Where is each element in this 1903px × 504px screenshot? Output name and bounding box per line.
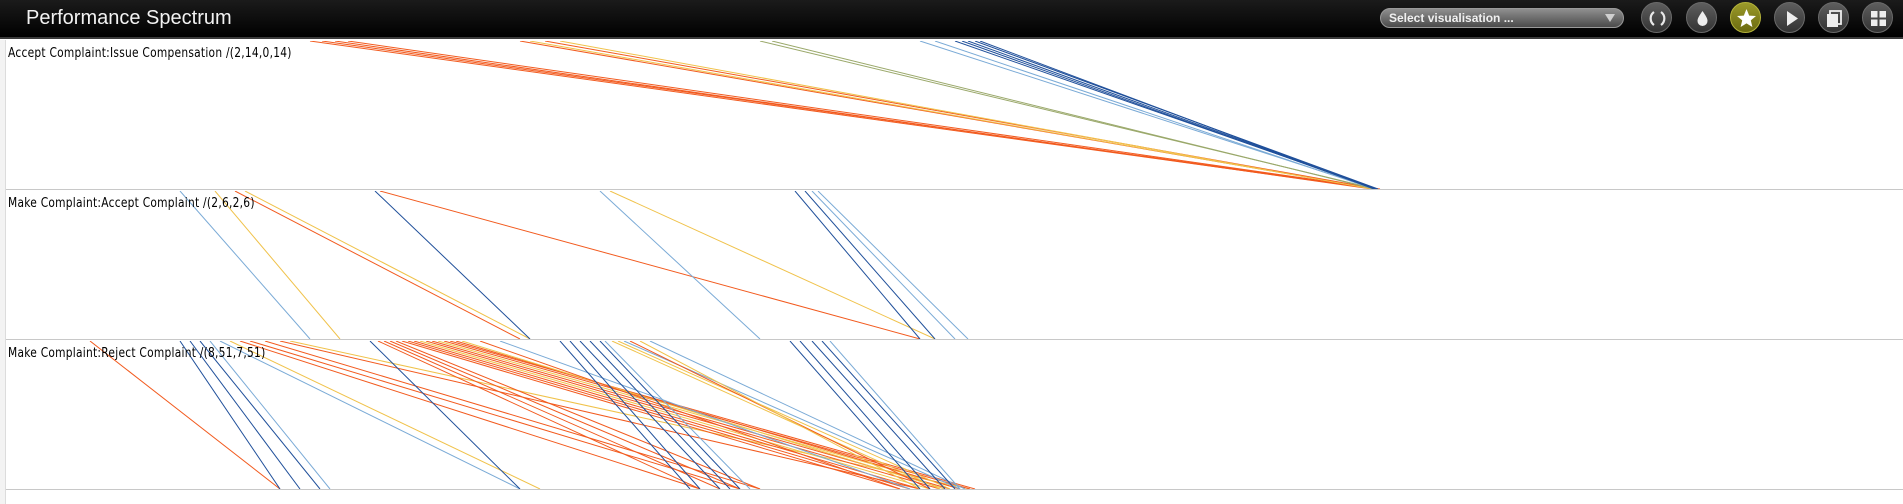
case-line — [569, 341, 701, 489]
case-line — [209, 341, 331, 489]
copy-button[interactable] — [1818, 2, 1849, 33]
visualisation-select[interactable]: Select visualisation ... — [1380, 8, 1624, 28]
case-line — [579, 341, 721, 489]
top-bar: Performance Spectrum Select visualisatio… — [0, 0, 1903, 39]
segment-divider — [0, 189, 1903, 190]
case-line — [289, 341, 971, 489]
case-line — [455, 341, 961, 489]
case-line — [599, 191, 761, 339]
favourite-button[interactable] — [1730, 2, 1761, 33]
case-line — [379, 191, 921, 339]
reset-button[interactable] — [1641, 2, 1672, 33]
play-button[interactable] — [1774, 2, 1805, 33]
segment-lines — [89, 341, 976, 489]
grid-icon — [1871, 11, 1886, 26]
grid-view-button[interactable] — [1862, 2, 1893, 33]
case-line — [377, 341, 701, 489]
case-line — [604, 341, 751, 489]
case-line — [811, 191, 956, 339]
case-line — [389, 341, 741, 489]
case-line — [234, 191, 521, 339]
case-line — [425, 341, 941, 489]
droplet-icon — [1697, 11, 1708, 26]
case-line — [499, 341, 911, 489]
star-icon — [1737, 9, 1756, 27]
case-line — [799, 341, 931, 489]
case-line — [199, 341, 321, 489]
case-line — [821, 341, 956, 489]
case-line — [829, 341, 961, 489]
case-line — [961, 41, 1376, 189]
case-line — [559, 41, 1373, 189]
case-line — [179, 341, 281, 489]
case-line — [789, 341, 921, 489]
case-line — [804, 191, 936, 339]
segment-accept-issue[interactable]: Accept Complaint:Issue Compensation /(2,… — [0, 41, 1903, 190]
case-line — [609, 191, 936, 339]
case-line — [279, 341, 921, 489]
case-line — [419, 341, 931, 489]
copy-icon — [1827, 10, 1842, 27]
case-line — [383, 341, 721, 489]
case-line — [934, 41, 1375, 189]
app-title: Performance Spectrum — [26, 7, 232, 29]
case-line — [811, 341, 946, 489]
case-line — [544, 41, 1379, 189]
segment-lines — [179, 191, 969, 339]
case-line — [479, 341, 901, 489]
case-line — [771, 41, 1375, 189]
case-line — [794, 191, 921, 339]
case-line — [817, 191, 969, 339]
case-line — [461, 341, 946, 489]
case-line — [334, 41, 1373, 189]
case-line — [249, 341, 741, 489]
case-line — [189, 341, 301, 489]
play-icon — [1787, 11, 1798, 26]
case-line — [369, 341, 521, 489]
case-line — [244, 191, 531, 339]
case-line — [374, 191, 531, 339]
case-line — [239, 341, 701, 489]
case-line — [589, 341, 731, 489]
case-line — [229, 341, 541, 489]
case-line — [649, 341, 966, 489]
case-line — [639, 341, 921, 489]
segment-label: Make Complaint:Accept Complaint /(2,6,2,… — [8, 196, 255, 211]
case-line — [214, 191, 341, 339]
segment-make-reject[interactable]: Make Complaint:Reject Complaint /(8,51,7… — [0, 341, 1903, 490]
case-line — [611, 341, 941, 489]
segment-make-accept[interactable]: Make Complaint:Accept Complaint /(2,6,2,… — [0, 191, 1903, 340]
segment-label: Make Complaint:Reject Complaint /(8,51,7… — [8, 346, 266, 361]
visualisation-select-label: Select visualisation ... — [1389, 11, 1514, 25]
case-line — [89, 341, 281, 489]
colour-button[interactable] — [1686, 2, 1717, 33]
segment-divider — [0, 489, 1903, 490]
segment-divider — [0, 339, 1903, 340]
caret-down-icon — [1605, 14, 1615, 22]
case-line — [219, 341, 521, 489]
case-line — [617, 341, 951, 489]
case-line — [559, 341, 691, 489]
case-line — [407, 341, 911, 489]
case-line — [264, 341, 761, 489]
case-line — [401, 341, 901, 489]
case-line — [179, 191, 311, 339]
left-scroll-edge — [0, 40, 6, 504]
case-line — [395, 341, 761, 489]
case-line — [979, 41, 1375, 189]
case-line — [413, 341, 921, 489]
case-line — [599, 341, 741, 489]
segment-label: Accept Complaint:Issue Compensation /(2,… — [8, 46, 292, 61]
case-line — [449, 341, 976, 489]
case-line — [347, 41, 1381, 189]
case-line — [529, 41, 1375, 189]
circular-arrows-icon — [1649, 11, 1666, 26]
segment-lines — [309, 41, 1381, 189]
